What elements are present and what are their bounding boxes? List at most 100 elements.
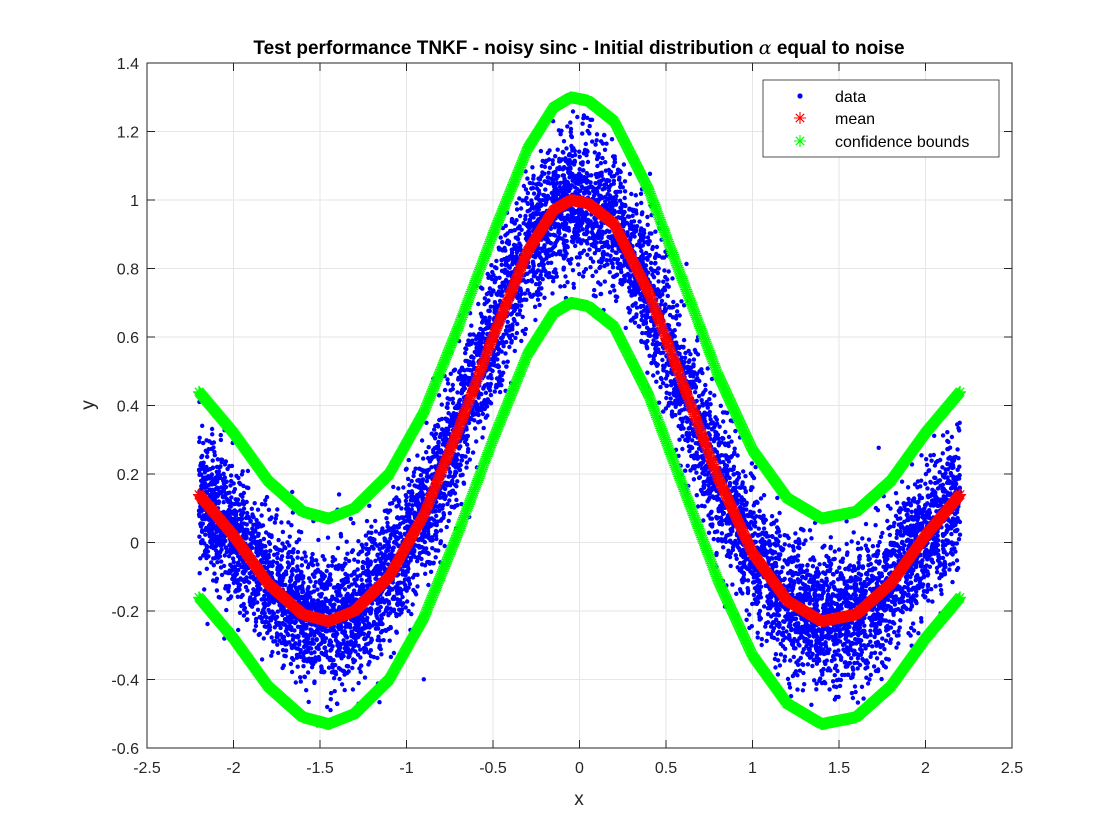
data-point bbox=[405, 476, 411, 482]
data-point bbox=[204, 566, 209, 571]
data-point bbox=[894, 645, 899, 650]
data-point bbox=[388, 536, 393, 541]
data-point bbox=[445, 396, 450, 401]
data-point bbox=[637, 238, 642, 244]
data-point bbox=[855, 700, 861, 705]
data-point bbox=[481, 425, 486, 431]
data-point bbox=[873, 566, 878, 571]
data-point bbox=[445, 501, 450, 507]
data-point bbox=[668, 396, 673, 401]
data-point bbox=[663, 274, 668, 280]
data-point bbox=[844, 519, 849, 524]
data-point bbox=[514, 201, 519, 206]
data-point bbox=[563, 274, 568, 279]
data-point bbox=[602, 279, 607, 284]
data-point bbox=[309, 559, 314, 564]
data-point bbox=[781, 626, 786, 631]
data-point bbox=[807, 528, 813, 533]
data-point bbox=[275, 642, 280, 647]
data-point bbox=[830, 679, 836, 684]
data-point bbox=[632, 234, 637, 239]
data-point bbox=[909, 509, 914, 514]
data-point bbox=[252, 628, 257, 633]
data-point bbox=[713, 415, 718, 420]
data-point bbox=[499, 383, 504, 388]
data-point bbox=[253, 623, 259, 629]
data-point bbox=[859, 684, 865, 689]
data-point bbox=[212, 449, 217, 455]
data-point bbox=[670, 276, 675, 281]
data-point bbox=[868, 632, 873, 638]
data-point bbox=[577, 271, 582, 277]
data-point bbox=[633, 208, 639, 213]
data-point bbox=[777, 663, 783, 668]
data-point bbox=[459, 501, 464, 507]
data-point bbox=[622, 195, 627, 201]
data-point bbox=[869, 651, 874, 656]
data-point bbox=[345, 573, 350, 578]
data-point bbox=[403, 493, 408, 498]
data-point bbox=[269, 533, 274, 538]
data-point bbox=[705, 405, 710, 410]
data-point bbox=[761, 513, 766, 518]
data-point bbox=[298, 675, 303, 680]
data-point bbox=[916, 499, 921, 504]
data-point bbox=[426, 582, 431, 588]
data-point bbox=[787, 681, 792, 686]
data-point bbox=[424, 478, 430, 484]
data-point bbox=[483, 390, 489, 395]
data-point bbox=[533, 317, 538, 323]
data-point bbox=[718, 403, 723, 408]
data-point bbox=[303, 554, 308, 559]
data-point bbox=[559, 216, 564, 222]
data-point bbox=[805, 662, 811, 667]
data-point bbox=[262, 614, 268, 619]
data-point bbox=[801, 647, 806, 652]
data-point bbox=[782, 542, 787, 547]
data-point bbox=[729, 454, 734, 459]
data-point bbox=[855, 656, 861, 661]
data-point bbox=[521, 183, 527, 189]
data-point bbox=[532, 304, 538, 309]
data-point bbox=[807, 579, 812, 584]
data-point bbox=[550, 158, 555, 163]
data-point bbox=[809, 536, 814, 541]
data-point bbox=[775, 525, 780, 530]
data-point bbox=[514, 330, 520, 336]
data-point bbox=[905, 485, 911, 490]
data-point bbox=[639, 200, 644, 206]
data-point bbox=[370, 544, 375, 549]
data-point bbox=[734, 556, 739, 561]
data-point bbox=[261, 636, 266, 641]
data-point bbox=[823, 661, 828, 667]
data-point bbox=[442, 486, 448, 492]
data-point bbox=[517, 213, 523, 219]
data-point bbox=[939, 591, 944, 597]
data-point bbox=[688, 468, 693, 473]
data-point bbox=[442, 387, 448, 393]
data-point bbox=[287, 534, 292, 539]
data-point bbox=[623, 325, 628, 331]
data-point bbox=[933, 480, 938, 486]
data-point bbox=[571, 285, 577, 290]
data-point bbox=[938, 587, 944, 593]
data-point bbox=[433, 431, 439, 436]
data-point bbox=[245, 588, 250, 593]
data-point bbox=[380, 526, 385, 531]
data-point bbox=[445, 381, 451, 386]
data-point bbox=[445, 377, 450, 382]
data-point bbox=[896, 641, 901, 646]
data-point bbox=[454, 497, 459, 503]
data-point bbox=[899, 479, 905, 484]
data-point bbox=[598, 264, 603, 270]
data-point bbox=[852, 684, 858, 689]
data-point bbox=[788, 658, 793, 663]
series-layer bbox=[192, 91, 967, 731]
data-point bbox=[375, 626, 381, 631]
data-point bbox=[228, 473, 234, 478]
data-point bbox=[598, 239, 603, 245]
data-point bbox=[755, 635, 760, 640]
data-point bbox=[851, 530, 856, 535]
data-point bbox=[660, 381, 666, 386]
data-point bbox=[627, 171, 633, 177]
